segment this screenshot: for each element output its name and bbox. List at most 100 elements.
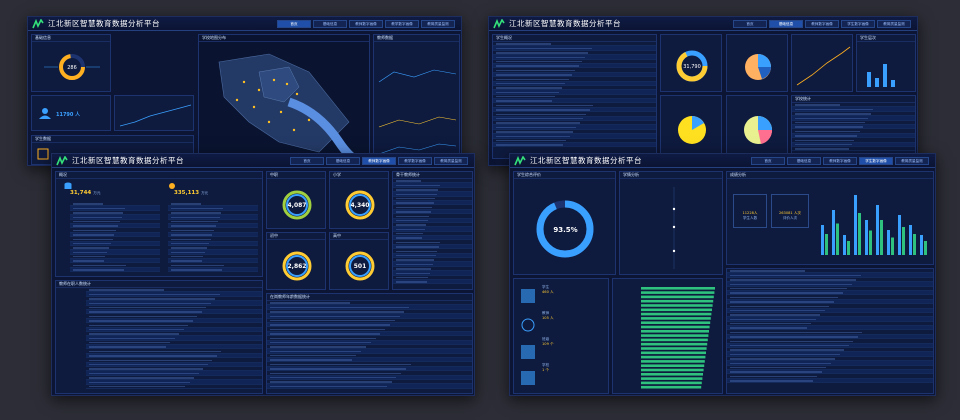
tab-home[interactable]: 首页	[751, 157, 785, 165]
tab-quality[interactable]: 教育质量监测	[434, 157, 468, 165]
row-placeholder	[730, 301, 834, 303]
table-row	[727, 378, 933, 384]
tab-home[interactable]: 首页	[277, 20, 311, 28]
tab-teacher[interactable]: 教师数字画像	[805, 20, 839, 28]
panel-title: 基础信息	[32, 35, 110, 42]
table-row	[393, 253, 472, 259]
hbar	[641, 312, 712, 316]
tab-basic[interactable]: 基础信息	[787, 157, 821, 165]
row-placeholder	[496, 135, 570, 137]
table-row	[70, 241, 160, 246]
table-row	[393, 232, 472, 237]
backbone-teacher-table	[393, 179, 472, 285]
table-row	[393, 218, 472, 223]
donut-chart	[345, 251, 375, 281]
logo-icon	[32, 18, 44, 28]
tab-quality[interactable]: 教育质量监测	[877, 20, 911, 28]
tab-teaching[interactable]: 教学数字画像	[398, 157, 432, 165]
tab-student[interactable]: 学生数字画像	[841, 20, 875, 28]
table-row	[267, 340, 472, 345]
tab-basic[interactable]: 基础信息	[326, 157, 360, 165]
table-row	[168, 215, 258, 220]
row-placeholder	[73, 260, 104, 262]
table-row	[86, 358, 262, 363]
donut-2-value: 4,340	[350, 202, 370, 209]
row-placeholder	[171, 269, 222, 271]
table-row	[267, 336, 472, 341]
table-row	[70, 263, 160, 268]
vbar	[920, 235, 923, 255]
table-row	[493, 42, 656, 47]
tab-teaching[interactable]: 教学数字画像	[385, 20, 419, 28]
table-row	[493, 77, 656, 82]
tab-teacher[interactable]: 教师数字画像	[362, 157, 396, 165]
row-placeholder	[270, 355, 357, 357]
table-row	[86, 385, 262, 389]
row-placeholder	[73, 229, 117, 232]
row-placeholder	[496, 113, 587, 116]
hbar	[641, 299, 714, 303]
panel-title: 学生数据	[32, 136, 193, 143]
table-row	[493, 116, 656, 122]
hbar	[641, 338, 708, 342]
table-row	[727, 282, 933, 287]
row-placeholder	[795, 108, 874, 111]
row-placeholder	[270, 319, 395, 322]
row-placeholder	[496, 43, 551, 45]
table-row	[168, 263, 258, 268]
hbar	[641, 291, 715, 294]
panel-title: 成绩分析	[727, 172, 933, 179]
row-placeholder	[171, 242, 209, 245]
tab-basic[interactable]: 基础信息	[769, 20, 803, 28]
table-row	[493, 121, 656, 126]
table-row	[267, 310, 472, 315]
table-row	[70, 206, 160, 211]
row-placeholder	[89, 381, 190, 383]
tab-home[interactable]: 首页	[290, 157, 324, 165]
table-row	[267, 358, 472, 363]
tab-student[interactable]: 学生数字画像	[859, 157, 893, 165]
table-row	[792, 112, 915, 117]
row-placeholder	[396, 219, 428, 222]
table-row	[727, 313, 933, 318]
table-row	[393, 267, 472, 272]
row-placeholder	[396, 276, 428, 279]
box-2: 263081 人次 评价人次	[771, 194, 809, 228]
row-placeholder	[396, 268, 431, 270]
row-placeholder	[496, 74, 572, 76]
table-row	[493, 130, 656, 135]
tab-home[interactable]: 首页	[733, 20, 767, 28]
table-row	[393, 205, 472, 210]
table-row	[493, 125, 656, 130]
window-teacher-portrait: 江北新区智慧教育数据分析平台 首页 基础信息 教师数字画像 教学数字画像 教育质…	[51, 153, 475, 396]
table-row	[792, 129, 915, 134]
vertical-bar-chart	[821, 195, 927, 255]
tab-quality[interactable]: 教育质量监测	[421, 20, 455, 28]
row-placeholder	[270, 385, 387, 388]
row-placeholder	[270, 381, 392, 383]
table-row	[393, 227, 472, 232]
area-charts	[378, 69, 457, 155]
row-placeholder	[89, 315, 197, 318]
table-row	[393, 258, 472, 263]
table-row	[727, 299, 933, 305]
table-row	[393, 209, 472, 215]
window-header: 江北新区智慧教育数据分析平台 首页 基础信息 教师数字画像 学生数字画像 教育质…	[489, 17, 917, 31]
tab-teacher[interactable]: 教师数字画像	[823, 157, 857, 165]
table-row	[792, 147, 915, 152]
tab-quality[interactable]: 教育质量监测	[895, 157, 929, 165]
table-row	[493, 72, 656, 78]
hbar	[641, 342, 708, 346]
tab-basic[interactable]: 基础信息	[313, 20, 347, 28]
logo-icon	[514, 155, 526, 165]
row-placeholder	[89, 333, 179, 335]
panel-student-donut: 31,790	[660, 34, 722, 92]
school-marks	[235, 78, 311, 132]
logo-icon	[493, 18, 505, 28]
table-row	[727, 352, 933, 357]
table-row	[168, 241, 258, 246]
app-title: 江北新区智慧教育数据分析平台	[48, 19, 160, 28]
row-placeholder	[89, 355, 217, 357]
row-placeholder	[730, 336, 858, 338]
tab-teacher[interactable]: 教师数字画像	[349, 20, 383, 28]
